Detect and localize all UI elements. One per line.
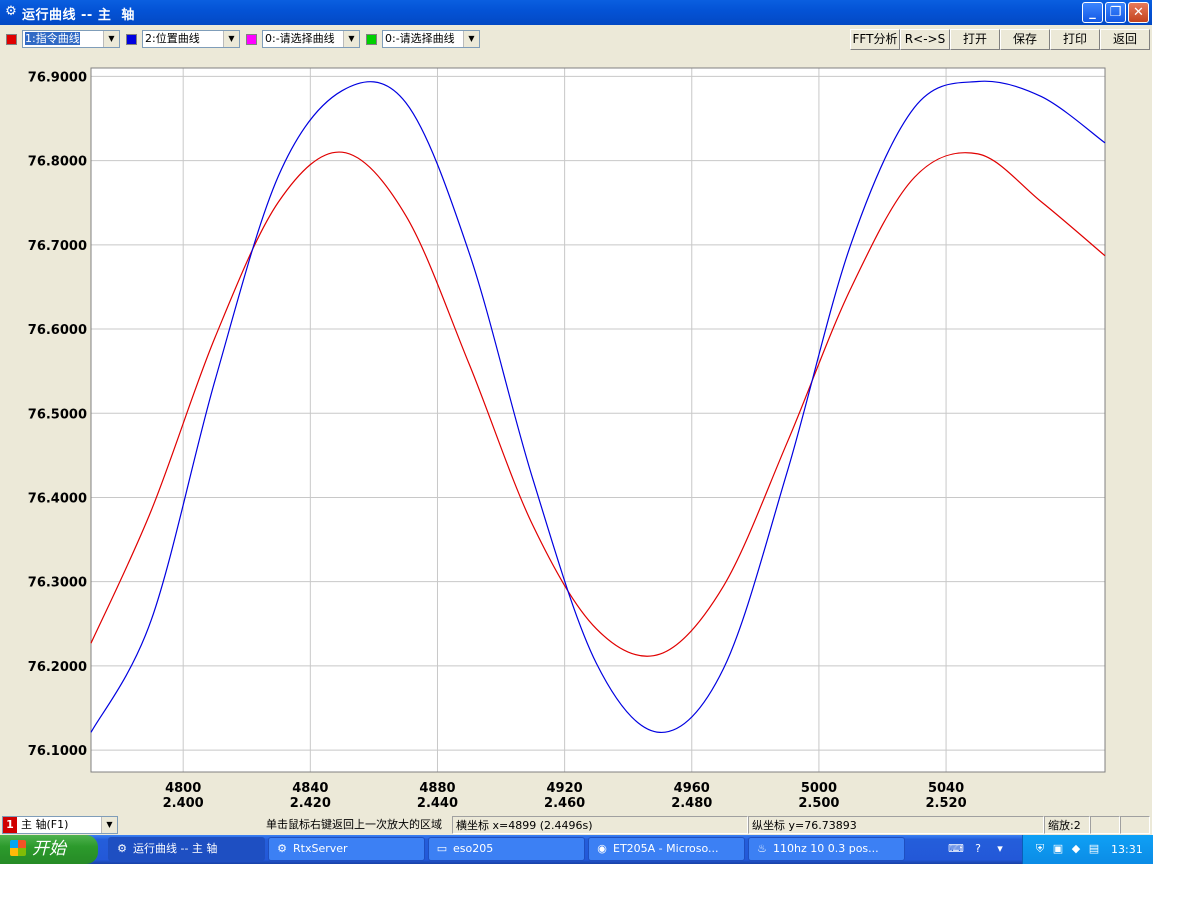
plot-border	[90, 67, 1106, 773]
print-button[interactable]: 打印	[1050, 29, 1100, 50]
x-tick-label: 5040	[928, 781, 964, 796]
application-window: ⚙ 运行曲线 -- 主 轴 _ ❐ ✕ 1:指令曲线 ▼ 2:位置曲线 ▼ 0:…	[0, 0, 1152, 864]
window-title: 运行曲线 -- 主 轴	[22, 8, 135, 23]
chevron-down-icon[interactable]: ▼	[103, 31, 119, 47]
keyboard-icon[interactable]: ⌨	[948, 842, 964, 855]
x-tick-label: 4880	[419, 781, 455, 796]
monitor-icon[interactable]: ▤	[1088, 842, 1100, 855]
status-bar: 1 主 轴(F1) ▼ 单击鼠标右键返回上一次放大的区域 横坐标 x=4899 (…	[0, 815, 1152, 835]
taskbar: 开始 ⚙ 运行曲线 -- 主 轴 ⚙ RtxServer ▭ eso205 ◉ ET20…	[0, 835, 1153, 864]
x-tick-seconds-label: 2.460	[544, 796, 585, 811]
status-empty-cell	[1090, 816, 1120, 834]
y-tick-label: 76.9000	[28, 70, 87, 85]
x-tick-seconds-label: 2.520	[926, 796, 967, 811]
back-button[interactable]: 返回	[1100, 29, 1150, 50]
curve-2-value: 2:位置曲线	[145, 32, 200, 45]
taskbar-item-label: 运行曲线 -- 主 轴	[133, 842, 218, 855]
curve-1-value: 1:指令曲线	[25, 32, 80, 45]
curve-3-select[interactable]: 0:-请选择曲线 ▼	[262, 30, 360, 48]
taskbar-item-curve-window[interactable]: ⚙ 运行曲线 -- 主 轴	[108, 837, 265, 861]
document-icon: ♨	[757, 842, 767, 855]
curve-3-color-swatch	[246, 34, 257, 45]
zoom-readout: 缩放:2	[1044, 816, 1090, 834]
curve-4-select[interactable]: 0:-请选择曲线 ▼	[382, 30, 480, 48]
curve-3-value: 0:-请选择曲线	[265, 32, 335, 45]
curve-1-color-swatch	[6, 34, 17, 45]
taskbar-item-label: ET205A - Microso...	[613, 842, 719, 855]
restore-button[interactable]: ❐	[1105, 2, 1126, 23]
gear-icon: ⚙	[5, 4, 17, 19]
x-tick-seconds-label: 2.500	[798, 796, 839, 811]
x-tick-label: 4840	[292, 781, 328, 796]
r-s-toggle-button[interactable]: R<->S	[900, 29, 950, 50]
series-2-line	[90, 80, 1106, 734]
x-tick-seconds-label: 2.400	[163, 796, 204, 811]
curve-1-select[interactable]: 1:指令曲线 ▼	[22, 30, 120, 48]
x-tick-seconds-label: 2.440	[417, 796, 458, 811]
x-tick-seconds-label: 2.420	[290, 796, 331, 811]
browser-icon: ◉	[597, 842, 607, 855]
curve-4-color-swatch	[366, 34, 377, 45]
x-coordinate-readout: 横坐标 x=4899 (2.4496s)	[452, 816, 748, 834]
curve-4-value: 0:-请选择曲线	[385, 32, 455, 45]
windows-logo-icon	[10, 840, 26, 856]
chevron-down-icon[interactable]: ▼	[223, 31, 239, 47]
taskbar-item-110hz[interactable]: ♨ 110hz 10 0.3 pos...	[748, 837, 905, 861]
curve-2-color-swatch	[126, 34, 137, 45]
network-icon[interactable]: ▣	[1052, 842, 1064, 855]
fft-analysis-button[interactable]: FFT分析	[850, 29, 900, 50]
y-tick-label: 76.6000	[28, 323, 87, 338]
system-tray: ⛨ ▣ ◆ ▤ 13:31	[1022, 835, 1153, 864]
start-button[interactable]: 开始	[0, 835, 98, 864]
close-button[interactable]: ✕	[1128, 2, 1149, 23]
taskbar-item-label: 110hz 10 0.3 pos...	[773, 842, 879, 855]
y-tick-label: 76.7000	[28, 239, 87, 254]
axis-number-badge: 1	[3, 817, 17, 833]
x-tick-label: 4920	[547, 781, 583, 796]
x-tick-seconds-label: 2.480	[671, 796, 712, 811]
chart-area[interactable]: 4800 2.400 4840 2.420 4880 2.440 4920 2.460 4960…	[0, 52, 1152, 815]
toolbar: 1:指令曲线 ▼ 2:位置曲线 ▼ 0:-请选择曲线 ▼ 0:-请选择曲线 ▼ …	[0, 27, 1152, 52]
help-icon[interactable]: ?	[975, 842, 981, 855]
taskbar-item-rtxserver[interactable]: ⚙ RtxServer	[268, 837, 425, 861]
shield-icon[interactable]: ⛨	[1035, 842, 1045, 855]
save-button[interactable]: 保存	[1000, 29, 1050, 50]
y-tick-label: 76.1000	[28, 744, 87, 759]
language-bar-icon[interactable]: ▾	[997, 842, 1003, 855]
x-tick-label: 4960	[674, 781, 710, 796]
taskbar-item-et205a[interactable]: ◉ ET205A - Microso...	[588, 837, 745, 861]
chevron-down-icon[interactable]: ▼	[101, 817, 117, 833]
axis-select[interactable]: 1 主 轴(F1) ▼	[2, 816, 118, 834]
clock: 13:31	[1111, 843, 1143, 856]
minimize-button[interactable]: _	[1082, 2, 1103, 23]
y-tick-label: 76.8000	[28, 155, 87, 170]
security-icon[interactable]: ◆	[1071, 842, 1081, 855]
chevron-down-icon[interactable]: ▼	[463, 31, 479, 47]
taskbar-item-eso205[interactable]: ▭ eso205	[428, 837, 585, 861]
gear-icon: ⚙	[117, 842, 127, 855]
chevron-down-icon[interactable]: ▼	[343, 31, 359, 47]
start-label: 开始	[32, 839, 66, 859]
open-button[interactable]: 打开	[950, 29, 1000, 50]
status-empty-cell	[1120, 816, 1150, 834]
y-tick-label: 76.3000	[28, 576, 87, 591]
y-coordinate-readout: 纵坐标 y=76.73893	[748, 816, 1044, 834]
axis-value: 主 轴(F1)	[21, 818, 69, 831]
server-icon: ⚙	[277, 842, 287, 855]
y-tick-label: 76.5000	[28, 407, 87, 422]
x-tick-label: 5000	[801, 781, 837, 796]
taskbar-item-label: RtxServer	[293, 842, 348, 855]
y-tick-label: 76.2000	[28, 660, 87, 675]
title-bar[interactable]: ⚙ 运行曲线 -- 主 轴 _ ❐ ✕	[0, 0, 1152, 25]
folder-icon: ▭	[436, 842, 448, 855]
y-tick-label: 76.4000	[28, 491, 87, 506]
plot-background	[91, 68, 1105, 772]
curve-2-select[interactable]: 2:位置曲线 ▼	[142, 30, 240, 48]
taskbar-item-label: eso205	[453, 842, 494, 855]
status-hint: 单击鼠标右键返回上一次放大的区域	[266, 818, 442, 831]
x-tick-label: 4800	[165, 781, 201, 796]
